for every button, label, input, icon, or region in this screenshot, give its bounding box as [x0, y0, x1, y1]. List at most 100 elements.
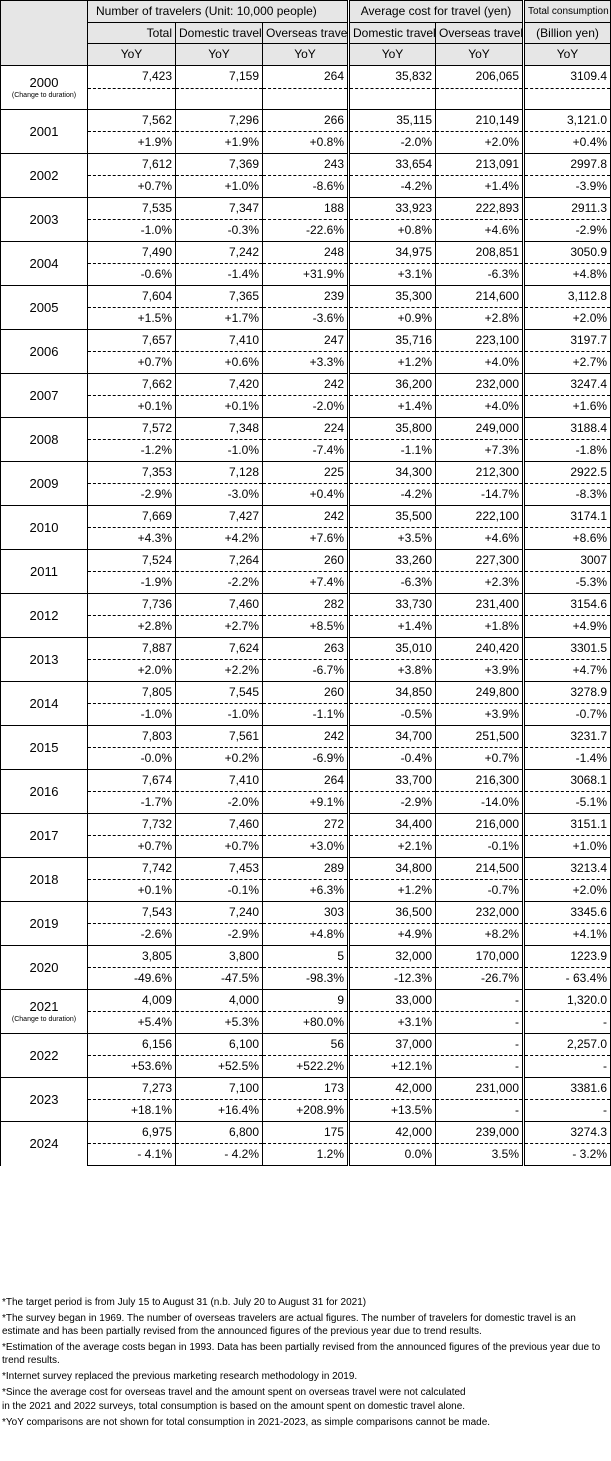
overseas-travelers-cell: 224 — [261, 417, 350, 440]
consumption-yoy-cell: -8.3% — [522, 483, 611, 506]
domestic-yoy-cell: +2.2% — [175, 659, 263, 682]
total-consumption-cell: 3,121.0 — [522, 109, 611, 132]
total-yoy-cell: -1.0% — [87, 219, 176, 242]
consumption-yoy-cell: +4.8% — [522, 263, 611, 286]
domestic-cost-cell: 33,654 — [347, 153, 437, 176]
year-cell: 2018 — [0, 857, 88, 902]
overseas-yoy-cell: -2.0% — [261, 395, 350, 418]
overseas-cost-cell: 222,100 — [435, 505, 525, 528]
table-row-yoy: +0.7% +0.6% +3.3% +1.2% +4.0% +2.7% — [1, 351, 611, 374]
overseas-yoy-cell: +0.8% — [261, 131, 350, 154]
year-label: 2004 — [29, 256, 59, 271]
total-travelers-cell: 4,009 — [87, 989, 176, 1012]
total-yoy-cell: +1.5% — [87, 307, 176, 330]
table-row: 2006 7,657 7,410 247 35,716 223,100 3197.7 — [0, 329, 611, 374]
table-body: 2000 (Change to duration) 7,423 7,159 264 35,… — [0, 65, 611, 1166]
overseas-cost-yoy-cell: 3.5% — [435, 1143, 525, 1166]
header-yoy: YoY — [87, 43, 176, 66]
domestic-cost-yoy-cell: +4.9% — [347, 923, 437, 946]
table-row-yoy: -1.9% -2.2% +7.4% -6.3% +2.3% -5.3% — [1, 571, 611, 594]
total-consumption-cell: 3007 — [522, 549, 611, 572]
total-travelers-cell: 6,156 — [87, 1033, 176, 1056]
year-label: 2000 — [29, 75, 59, 90]
year-cell: 2022 — [0, 1033, 88, 1078]
domestic-travelers-cell: 3,800 — [175, 945, 263, 968]
table-row: 2002 7,612 7,369 243 33,654 213,091 2997.8 — [0, 153, 611, 198]
total-consumption-cell: 3068.1 — [522, 769, 611, 792]
table-row-yoy: +0.1% -0.1% +6.3% +1.2% -0.7% +2.0% — [1, 879, 611, 902]
domestic-travelers-cell: 7,561 — [175, 725, 263, 748]
overseas-travelers-cell: 188 — [261, 197, 350, 220]
domestic-yoy-cell: +52.5% — [175, 1055, 263, 1078]
consumption-yoy-cell: +1.6% — [522, 395, 611, 418]
footnotes: *The target period is from July 15 to Au… — [2, 1296, 608, 1432]
total-yoy-cell: - 4.1% — [87, 1143, 176, 1166]
overseas-yoy-cell: +7.6% — [261, 527, 350, 550]
overseas-cost-cell: 232,000 — [435, 901, 525, 924]
overseas-yoy-cell: +4.8% — [261, 923, 350, 946]
domestic-cost-cell: 35,800 — [347, 417, 437, 440]
total-travelers-cell: 7,490 — [87, 241, 176, 264]
domestic-travelers-cell: 7,369 — [175, 153, 263, 176]
table-row-yoy: -0.0% +0.2% -6.9% -0.4% +0.7% -1.4% — [1, 747, 611, 770]
total-travelers-cell: 7,423 — [87, 65, 176, 88]
overseas-cost-yoy-cell: +3.9% — [435, 703, 525, 726]
year-cell: 2024 — [0, 1121, 88, 1166]
domestic-cost-cell: 35,115 — [347, 109, 437, 132]
year-cell: 2009 — [0, 461, 88, 506]
year-label: 2022 — [29, 1048, 59, 1063]
domestic-yoy-cell: +0.6% — [175, 351, 263, 374]
year-cell: 2012 — [0, 593, 88, 638]
domestic-travelers-cell: 7,453 — [175, 857, 263, 880]
total-travelers-cell: 6,975 — [87, 1121, 176, 1144]
domestic-travelers-cell: 7,264 — [175, 549, 263, 572]
total-consumption-cell: 3154.6 — [522, 593, 611, 616]
total-consumption-cell: 2911.3 — [522, 197, 611, 220]
year-cell: 2006 — [0, 329, 88, 374]
overseas-yoy-cell: +208.9% — [261, 1099, 350, 1122]
domestic-cost-yoy-cell: +0.9% — [347, 307, 437, 330]
domestic-cost-cell: 36,500 — [347, 901, 437, 924]
overseas-cost-yoy-cell: -6.3% — [435, 263, 525, 286]
table-row-yoy: - 4.1% - 4.2% 1.2% 0.0% 3.5% - 3.2% — [1, 1143, 611, 1166]
year-label: 2008 — [29, 432, 59, 447]
overseas-cost-cell: 239,000 — [435, 1121, 525, 1144]
domestic-yoy-cell: +0.7% — [175, 835, 263, 858]
domestic-travelers-cell: 7,365 — [175, 285, 263, 308]
domestic-travelers-cell: 7,347 — [175, 197, 263, 220]
overseas-travelers-cell: 9 — [261, 989, 350, 1012]
total-yoy-cell: +0.7% — [87, 835, 176, 858]
overseas-travelers-cell: 242 — [261, 505, 350, 528]
travel-statistics-table: Number of travelers (Unit: 10,000 people… — [0, 0, 611, 1166]
domestic-cost-yoy-cell: -0.4% — [347, 747, 437, 770]
domestic-cost-cell: 33,260 — [347, 549, 437, 572]
header-col-total: Total — [87, 22, 176, 44]
overseas-yoy-cell: +3.3% — [261, 351, 350, 374]
total-travelers-cell: 7,612 — [87, 153, 176, 176]
overseas-yoy-cell: -98.3% — [261, 967, 350, 990]
domestic-cost-yoy-cell: 0.0% — [347, 1143, 437, 1166]
overseas-cost-yoy-cell: +4.0% — [435, 351, 525, 374]
table-row-yoy: -0.6% -1.4% +31.9% +3.1% -6.3% +4.8% — [1, 263, 611, 286]
overseas-travelers-cell: 175 — [261, 1121, 350, 1144]
header-consumption-group: Total consumption — [522, 0, 611, 23]
overseas-cost-cell: - — [435, 989, 525, 1012]
table-row: 2003 7,535 7,347 188 33,923 222,893 2911.3 — [0, 197, 611, 242]
total-travelers-cell: 7,736 — [87, 593, 176, 616]
header-yoy: YoY — [435, 43, 525, 66]
domestic-yoy-cell: +1.7% — [175, 307, 263, 330]
total-yoy-cell: -0.0% — [87, 747, 176, 770]
header-col-consumption-unit: (Billion yen) — [522, 22, 611, 44]
header-col-cost-overseas: Overseas travel — [435, 22, 525, 44]
header-yoy: YoY — [347, 43, 437, 66]
total-yoy-cell: -1.7% — [87, 791, 176, 814]
overseas-travelers-cell: 303 — [261, 901, 350, 924]
domestic-yoy-cell: -1.0% — [175, 703, 263, 726]
total-consumption-cell: 3301.5 — [522, 637, 611, 660]
domestic-cost-yoy-cell: +1.4% — [347, 395, 437, 418]
domestic-cost-yoy-cell: +1.4% — [347, 615, 437, 638]
consumption-yoy-cell: -2.9% — [522, 219, 611, 242]
overseas-yoy-cell: -1.1% — [261, 703, 350, 726]
total-yoy-cell: +2.0% — [87, 659, 176, 682]
table-row: 2022 6,156 6,100 56 37,000-2,257.0 — [0, 1033, 611, 1078]
